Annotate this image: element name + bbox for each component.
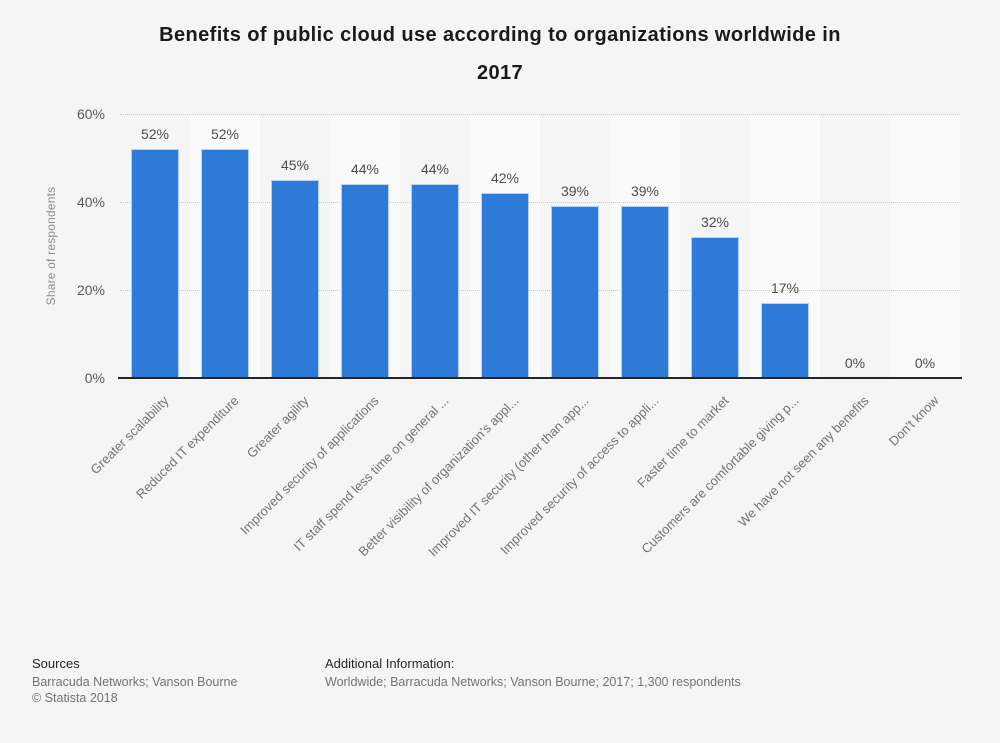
y-axis-tick-label: 0% bbox=[84, 370, 105, 386]
y-axis-tick-label: 60% bbox=[76, 106, 105, 122]
sources-heading: Sources bbox=[32, 656, 80, 671]
bar-value-label: 32% bbox=[700, 214, 730, 231]
y-axis-tick-label: 40% bbox=[76, 194, 105, 210]
y-gridline bbox=[120, 114, 960, 115]
bar-value-label: 44% bbox=[350, 161, 380, 178]
y-axis-tick-label: 20% bbox=[76, 282, 105, 298]
chart-title: Benefits of public cloud use according t… bbox=[0, 16, 1000, 92]
bar[interactable] bbox=[341, 184, 389, 378]
bar-value-label: 52% bbox=[140, 126, 170, 143]
bar-value-label: 39% bbox=[630, 183, 660, 200]
bar-value-label: 52% bbox=[210, 126, 240, 143]
bar-value-label: 0% bbox=[844, 355, 866, 371]
bar[interactable] bbox=[761, 303, 809, 378]
bar-value-label: 0% bbox=[914, 355, 936, 371]
bar[interactable] bbox=[411, 184, 459, 378]
bar[interactable] bbox=[481, 193, 529, 378]
sources-line: Barracuda Networks; Vanson Bourne bbox=[32, 675, 238, 689]
bar[interactable] bbox=[691, 237, 739, 378]
bar[interactable] bbox=[271, 180, 319, 378]
copyright: © Statista 2018 bbox=[32, 690, 118, 705]
bar[interactable] bbox=[131, 149, 179, 378]
y-gridline bbox=[120, 202, 960, 203]
bar[interactable] bbox=[621, 206, 669, 378]
bar-value-label: 39% bbox=[560, 183, 590, 200]
chart-title-line-1: Benefits of public cloud use according t… bbox=[159, 24, 841, 46]
chart-title-line-2: 2017 bbox=[476, 62, 524, 84]
x-axis-line bbox=[118, 377, 962, 379]
bar-value-label: 44% bbox=[420, 161, 450, 178]
bar-value-label: 45% bbox=[280, 157, 310, 173]
plot-band bbox=[890, 114, 960, 378]
bar[interactable] bbox=[551, 206, 599, 378]
sources-block: Sources Barracuda Networks; Vanson Bourn… bbox=[32, 656, 237, 706]
bar-value-label: 17% bbox=[770, 280, 800, 297]
additional-info-line: Worldwide; Barracuda Networks; Vanson Bo… bbox=[325, 675, 741, 689]
bar-value-label: 42% bbox=[490, 170, 520, 187]
bar[interactable] bbox=[201, 149, 249, 378]
additional-info-block: Additional Information: Worldwide; Barra… bbox=[325, 656, 741, 691]
y-gridline bbox=[120, 290, 960, 291]
additional-info-heading: Additional Information: bbox=[325, 656, 455, 671]
